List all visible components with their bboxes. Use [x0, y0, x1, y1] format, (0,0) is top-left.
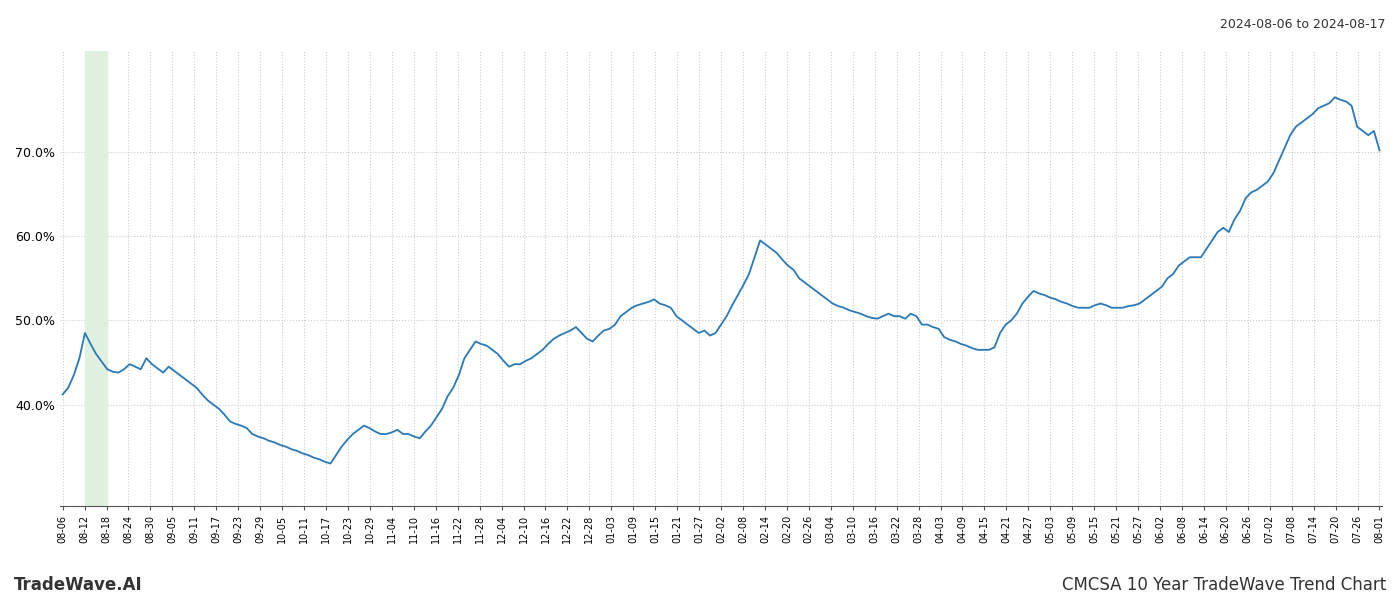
- Text: 2024-08-06 to 2024-08-17: 2024-08-06 to 2024-08-17: [1221, 18, 1386, 31]
- Text: CMCSA 10 Year TradeWave Trend Chart: CMCSA 10 Year TradeWave Trend Chart: [1061, 576, 1386, 594]
- Bar: [84, 51, 106, 506]
- Text: TradeWave.AI: TradeWave.AI: [14, 576, 143, 594]
